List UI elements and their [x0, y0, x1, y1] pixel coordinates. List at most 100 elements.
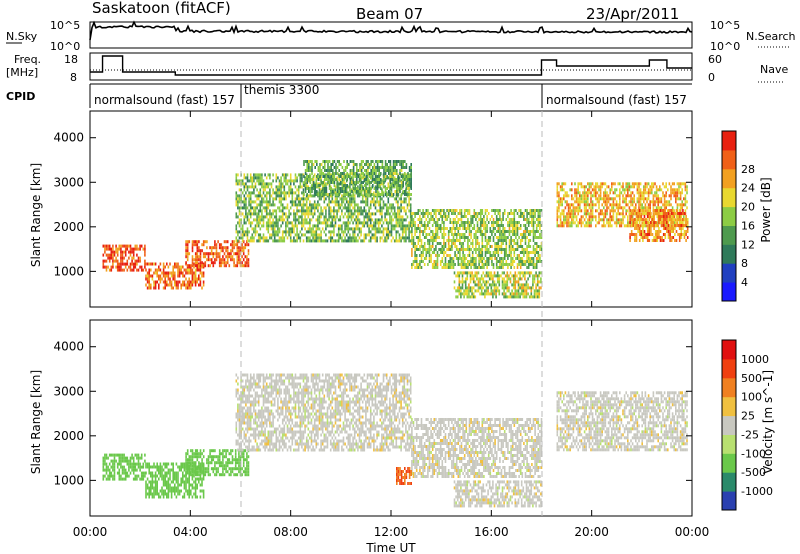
heatmap-cell: [201, 249, 203, 253]
heatmap-cell: [412, 245, 415, 248]
heatmap-cell: [293, 224, 295, 228]
heatmap-cell: [387, 197, 390, 201]
heatmap-cell: [154, 271, 157, 275]
heatmap-cell: [261, 203, 263, 207]
heatmap-cell: [596, 191, 599, 195]
heatmap-cell: [379, 212, 382, 216]
heatmap-cell: [188, 268, 190, 272]
heatmap-cell: [357, 215, 359, 219]
heatmap-cell: [223, 264, 226, 268]
heatmap-cell: [123, 244, 125, 248]
heatmap-cell: [321, 221, 324, 225]
heatmap-cell: [556, 185, 559, 189]
heatmap-cell: [409, 212, 412, 216]
heatmap-cell: [324, 163, 326, 166]
heatmap-cell: [214, 261, 216, 265]
heatmap-cell: [289, 206, 292, 210]
heatmap-cell: [389, 193, 392, 196]
heatmap-cell: [320, 193, 323, 196]
heatmap-cell: [451, 221, 453, 224]
heatmap-cell: [212, 255, 215, 259]
heatmap-cell: [556, 221, 559, 225]
heatmap-cell: [517, 286, 520, 290]
heatmap-cell: [206, 252, 208, 256]
heatmap-cell: [507, 236, 509, 239]
heatmap-cell: [397, 239, 399, 243]
heatmap-cell: [377, 203, 380, 207]
heatmap-cell: [505, 242, 508, 245]
heatmap-cell: [381, 209, 383, 213]
heatmap-cell: [345, 206, 348, 210]
heatmap-cell: [249, 224, 252, 228]
heatmap-cell: [487, 280, 489, 284]
heatmap-cell: [469, 286, 472, 290]
heatmap-cell: [328, 181, 331, 184]
heatmap-cell: [462, 260, 464, 263]
heatmap-cell: [341, 176, 343, 180]
heatmap-cell: [564, 182, 567, 186]
heatmap-cell: [404, 160, 406, 163]
heatmap-cell: [273, 239, 276, 243]
heatmap-cell: [622, 197, 624, 201]
heatmap-cell: [201, 264, 203, 268]
heatmap-cell: [223, 261, 226, 265]
heatmap-cell: [196, 246, 199, 250]
heatmap-cell: [564, 221, 567, 225]
heatmap-cell: [469, 295, 472, 299]
heatmap-cell: [199, 268, 202, 272]
heatmap-cell: [415, 236, 418, 239]
heatmap-cell: [461, 271, 464, 275]
heatmap-cell: [591, 218, 594, 222]
heatmap-cell: [604, 212, 607, 216]
heatmap-cell: [513, 224, 516, 227]
heatmap-cell: [622, 209, 624, 213]
heatmap-cell: [467, 239, 469, 242]
heatmap-cell: [477, 289, 480, 293]
heatmap-cell: [283, 218, 286, 222]
heatmap-cell: [112, 262, 114, 266]
heatmap-cell: [191, 283, 194, 287]
heatmap-cell: [316, 193, 318, 196]
heatmap-cell: [379, 221, 382, 225]
heatmap-cell: [320, 209, 322, 213]
heatmap-cell: [273, 227, 276, 231]
heatmap-cell: [516, 289, 518, 293]
heatmap-cell: [159, 268, 162, 272]
heatmap-cell: [384, 190, 387, 193]
heatmap-cell: [291, 227, 294, 231]
heatmap-cell: [495, 209, 498, 212]
heatmap-cell: [655, 200, 658, 204]
heatmap-cell: [574, 194, 576, 198]
heatmap-cell: [637, 212, 639, 215]
heatmap-cell: [655, 206, 658, 210]
heatmap-cell: [299, 221, 302, 225]
heatmap-cell: [534, 251, 536, 254]
heatmap-cell: [519, 283, 521, 287]
heatmap-cell: [590, 209, 592, 213]
heatmap-cell: [352, 197, 354, 201]
heatmap-cell: [563, 212, 565, 216]
heatmap-cell: [381, 163, 384, 166]
heatmap-cell: [599, 182, 602, 186]
heatmap-cell: [414, 260, 416, 263]
heatmap-cell: [561, 209, 563, 213]
heatmap-cell: [475, 251, 477, 254]
heatmap-cell: [444, 233, 447, 236]
heatmap-cell: [414, 248, 416, 251]
heatmap-cell: [331, 221, 334, 225]
heatmap-cell: [559, 212, 562, 216]
heatmap-cell: [638, 200, 640, 204]
heatmap-cell: [191, 246, 194, 250]
nsky-label: N.Sky: [6, 30, 38, 43]
heatmap-cell: [405, 236, 407, 240]
heatmap-cell: [633, 200, 635, 204]
heatmap-cell: [574, 200, 576, 204]
heatmap-cell: [615, 212, 618, 216]
heatmap-cell: [449, 263, 452, 266]
heatmap-cell: [363, 173, 366, 177]
heatmap-cell: [478, 260, 480, 263]
heatmap-cell: [652, 200, 655, 204]
heatmap-cell: [559, 197, 562, 201]
heatmap-cell: [460, 233, 463, 236]
heatmap-cell: [234, 252, 237, 256]
